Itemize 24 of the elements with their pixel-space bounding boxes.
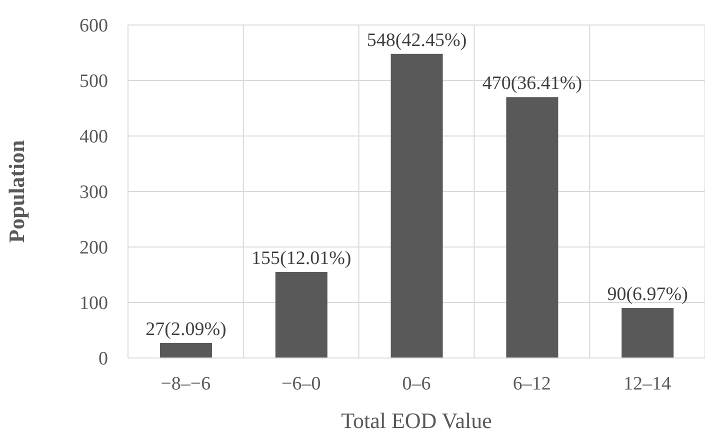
bar	[275, 272, 328, 358]
x-tick-label: 0–6	[402, 373, 431, 394]
bar	[622, 308, 674, 358]
data-label: 90(6.97%)	[607, 284, 688, 306]
y-tick-label: 300	[80, 182, 108, 204]
x-tick-label: 12–14	[624, 373, 672, 394]
bar	[390, 54, 443, 358]
x-tick-label: −6–0	[281, 373, 321, 394]
y-tick-label: 100	[80, 293, 108, 314]
bar	[160, 343, 212, 358]
y-tick-label: 600	[80, 16, 108, 37]
x-tick-label: −8–−6	[160, 373, 211, 394]
data-label: 548(42.45%)	[366, 30, 467, 51]
x-axis-title: Total EOD Value	[341, 408, 492, 433]
y-axis-title: Population	[4, 140, 29, 243]
y-tick-label: 500	[80, 71, 108, 92]
y-tick-label: 400	[80, 126, 108, 148]
data-label: 27(2.09%)	[146, 319, 226, 340]
x-tick-label: 6–12	[512, 373, 551, 394]
data-label: 155(12.01%)	[252, 248, 352, 269]
bar	[506, 97, 558, 358]
y-tick-label: 200	[80, 238, 108, 259]
y-tick-label: 0	[98, 348, 108, 370]
data-label: 470(36.41%)	[482, 73, 582, 94]
